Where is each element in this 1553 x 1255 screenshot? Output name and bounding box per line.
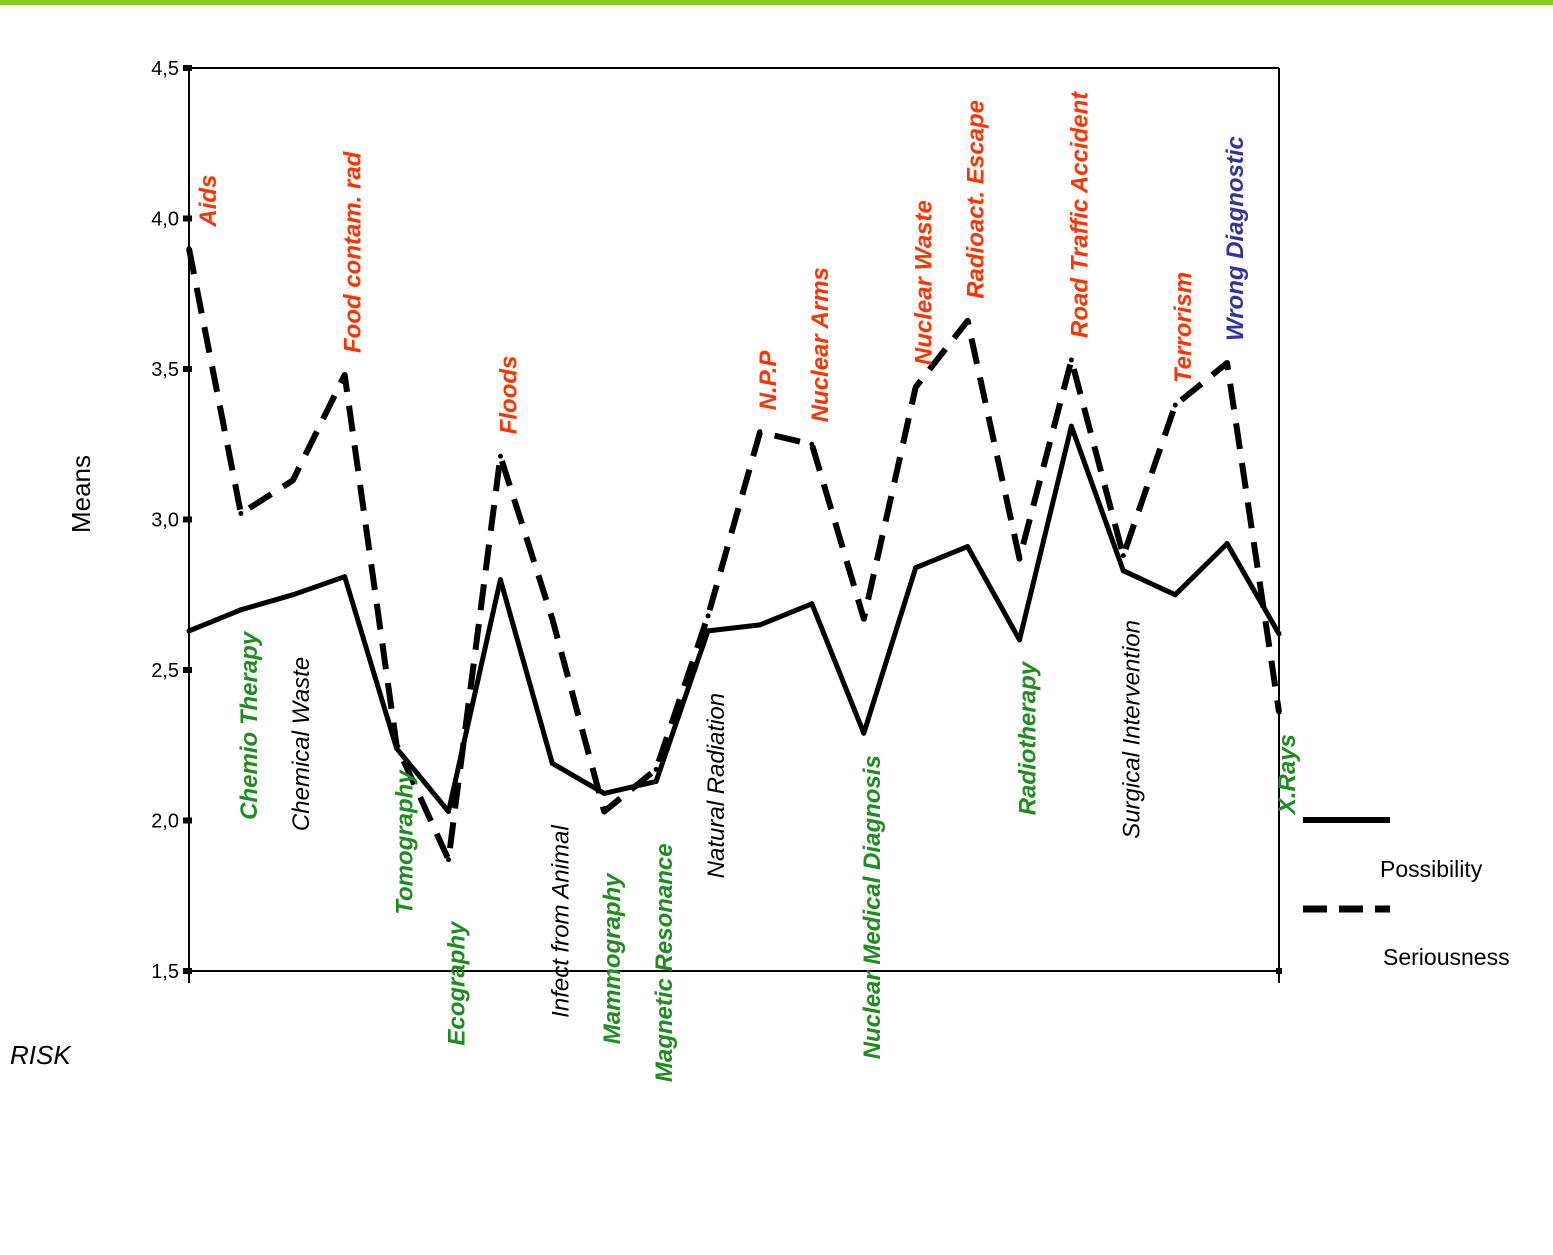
data-point-seriousness-19 (1172, 402, 1178, 408)
risk-label-10: Natural Radiation (703, 693, 730, 878)
y-tick-label: 1,5 (151, 961, 179, 983)
risk-label-9: Magnetic Resonance (651, 843, 678, 1082)
data-point-possibility-15 (965, 544, 971, 550)
data-point-seriousness-12 (809, 441, 815, 447)
data-point-possibility-9 (653, 778, 659, 784)
risk-label-14: Nuclear Waste (911, 200, 938, 365)
risk-label-3: Food contam. rad (340, 150, 367, 353)
series-line-possibility (188, 423, 1282, 814)
y-tick-label: 2,5 (151, 660, 179, 682)
y-tick-mark (183, 968, 192, 974)
risk-label-15: Radioact. Escape (963, 100, 990, 299)
data-point-possibility-5 (446, 808, 452, 814)
y-tick-mark (183, 65, 192, 71)
risk-label-18: Surgical Intervention (1118, 620, 1145, 839)
data-point-possibility-1 (238, 607, 244, 613)
series-line-seriousness (186, 248, 1282, 863)
data-point-seriousness-0 (186, 246, 192, 252)
risk-label-1: Chemio Therapy (236, 630, 263, 820)
risk-label-4: Tomography (392, 769, 419, 915)
y-tick-mark (183, 516, 192, 523)
data-point-seriousness-4 (394, 742, 400, 748)
risk-label-21: X.Rays (1274, 734, 1301, 816)
data-point-seriousness-1 (238, 510, 244, 516)
risk-label-20: Wrong Diagnostic (1222, 136, 1249, 341)
data-point-possibility-12 (809, 601, 815, 607)
data-point-seriousness-9 (653, 766, 659, 772)
y-tick-label: 4,0 (151, 209, 179, 231)
risk-label-8: Mammography (599, 872, 626, 1044)
y-tick-label: 3,0 (151, 510, 179, 532)
data-point-seriousness-18 (1120, 553, 1126, 559)
data-point-seriousness-15 (965, 318, 971, 324)
data-point-possibility-14 (913, 565, 919, 571)
y-tick-mark (183, 215, 192, 222)
data-point-possibility-2 (290, 592, 296, 598)
data-point-possibility-19 (1172, 592, 1178, 598)
data-point-seriousness-16 (1016, 556, 1022, 562)
risk-label-5: Ecography (444, 920, 471, 1046)
frame-corner (1276, 968, 1282, 974)
risk-label-12: Nuclear Arms (807, 267, 834, 422)
data-point-possibility-17 (1068, 423, 1074, 429)
data-point-seriousness-17 (1068, 357, 1074, 363)
data-point-seriousness-21 (1276, 709, 1282, 715)
series-lines (186, 246, 1282, 863)
legend-label-possibility: Possibility (1380, 856, 1483, 882)
risk-label-17: Road Traffic Accident (1066, 91, 1093, 338)
y-tick-mark (183, 667, 192, 673)
risk-label-0: Aids (195, 175, 222, 228)
legend-label-seriousness: Seriousness (1383, 944, 1510, 970)
data-point-seriousness-13 (861, 616, 867, 622)
data-point-possibility-0 (186, 628, 192, 634)
legend: Possibility Seriousness (1303, 817, 1510, 970)
data-point-seriousness-2 (290, 477, 296, 483)
y-tick-mark (183, 366, 192, 372)
risk-label-19: Terrorism (1170, 272, 1197, 383)
data-point-possibility-11 (757, 622, 763, 628)
data-point-seriousness-5 (446, 857, 452, 863)
y-axis-ticks: 1,5 2,0 2,5 3,0 3,5 4,0 4,5 (151, 58, 192, 983)
data-point-possibility-18 (1120, 568, 1126, 574)
y-tick-mark (183, 817, 192, 824)
data-point-seriousness-14 (913, 384, 919, 390)
data-point-possibility-6 (497, 577, 503, 583)
risk-labels: Aids Chemio Therapy Chemical Waste Food con… (195, 91, 1301, 1082)
data-point-possibility-20 (1224, 541, 1230, 547)
data-point-possibility-21 (1276, 631, 1282, 637)
x-axis-title: RISK (10, 1040, 72, 1070)
risk-label-7: Infect from Animal (547, 825, 574, 1018)
data-point-seriousness-11 (757, 429, 763, 435)
data-point-possibility-10 (705, 628, 711, 634)
y-tick-label: 2,0 (151, 811, 179, 833)
data-point-possibility-13 (861, 730, 867, 736)
top-border (0, 0, 1553, 5)
data-point-seriousness-10 (705, 613, 711, 619)
y-tick-label: 4,5 (151, 58, 179, 80)
data-point-seriousness-8 (601, 808, 607, 814)
y-tick-label: 3,5 (151, 359, 179, 381)
data-point-seriousness-20 (1224, 360, 1230, 366)
risk-label-13: Nuclear Medical Diagnosis (859, 755, 886, 1059)
y-axis-title: Means (66, 455, 96, 533)
risk-label-11: N.P.P (755, 350, 782, 411)
data-point-possibility-8 (601, 790, 607, 796)
data-point-possibility-16 (1016, 637, 1022, 643)
risk-label-6: Floods (495, 356, 522, 435)
risk-label-2: Chemical Waste (288, 657, 315, 831)
risk-label-16: Radiotherapy (1015, 660, 1042, 815)
data-point-possibility-3 (342, 574, 348, 580)
data-point-seriousness-7 (549, 616, 555, 622)
data-point-seriousness-3 (342, 372, 348, 378)
data-point-possibility-7 (549, 760, 555, 766)
data-point-seriousness-6 (497, 453, 503, 459)
